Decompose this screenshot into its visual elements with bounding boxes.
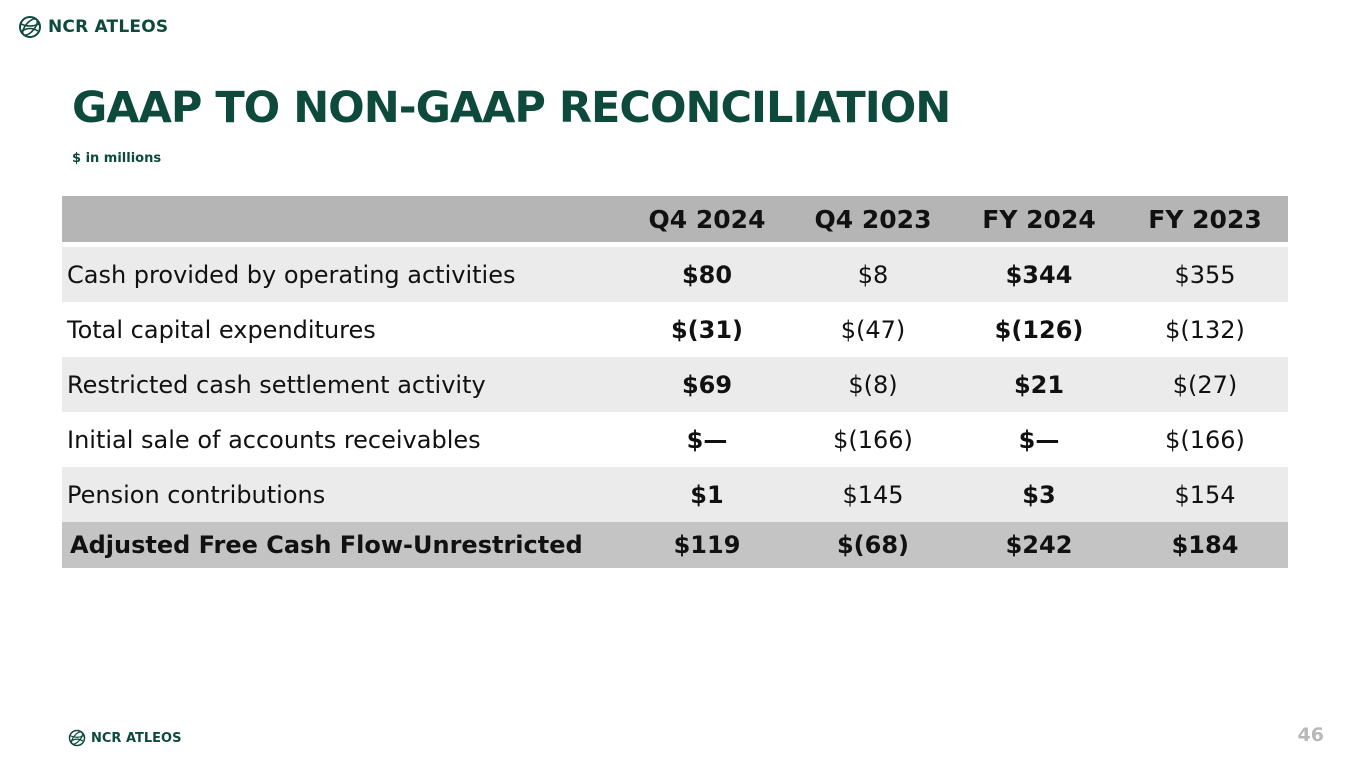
cell-fy-2023: $(166) — [1122, 412, 1288, 467]
cell-fy-2024: $(126) — [956, 302, 1122, 357]
table-total-row: Adjusted Free Cash Flow-Unrestricted $11… — [62, 522, 1288, 568]
footer-logo-text: NCR ATLEOS — [91, 730, 182, 746]
cell-fy-2024: $— — [956, 412, 1122, 467]
row-label: Cash provided by operating activities — [62, 247, 624, 302]
row-label: Restricted cash settlement activity — [62, 357, 624, 412]
header-logo: NCR ATLEOS — [18, 14, 168, 40]
table-row: Initial sale of accounts receivables $— … — [62, 412, 1288, 467]
page-title: GAAP TO NON-GAAP RECONCILIATION — [72, 83, 951, 133]
reconciliation-table: Q4 2024 Q4 2023 FY 2024 FY 2023 Cash pro… — [62, 196, 1288, 568]
column-header-fy-2023: FY 2023 — [1122, 196, 1288, 242]
page-number: 46 — [1297, 724, 1324, 746]
row-label: Initial sale of accounts receivables — [62, 412, 624, 467]
cell-q4-2023: $(166) — [790, 412, 956, 467]
globe-icon — [68, 729, 86, 747]
column-header-q4-2023: Q4 2023 — [790, 196, 956, 242]
row-label: Total capital expenditures — [62, 302, 624, 357]
total-fy-2023: $184 — [1122, 522, 1288, 568]
column-header-fy-2024: FY 2024 — [956, 196, 1122, 242]
table-row: Cash provided by operating activities $8… — [62, 247, 1288, 302]
total-q4-2024: $119 — [624, 522, 790, 568]
column-header-label — [62, 196, 624, 242]
table-row: Restricted cash settlement activity $69 … — [62, 357, 1288, 412]
row-label: Pension contributions — [62, 467, 624, 522]
cell-fy-2023: $(27) — [1122, 357, 1288, 412]
cell-fy-2024: $21 — [956, 357, 1122, 412]
total-row-label: Adjusted Free Cash Flow-Unrestricted — [62, 522, 624, 568]
cell-fy-2024: $344 — [956, 247, 1122, 302]
cell-q4-2024: $— — [624, 412, 790, 467]
cell-fy-2023: $355 — [1122, 247, 1288, 302]
cell-fy-2023: $154 — [1122, 467, 1288, 522]
table-row: Total capital expenditures $(31) $(47) $… — [62, 302, 1288, 357]
cell-q4-2024: $(31) — [624, 302, 790, 357]
column-header-q4-2024: Q4 2024 — [624, 196, 790, 242]
logo-text: NCR ATLEOS — [48, 17, 169, 37]
cell-q4-2023: $8 — [790, 247, 956, 302]
cell-q4-2023: $(47) — [790, 302, 956, 357]
cell-fy-2023: $(132) — [1122, 302, 1288, 357]
page-subtitle: $ in millions — [72, 151, 162, 166]
total-q4-2023: $(68) — [790, 522, 956, 568]
globe-icon — [19, 16, 41, 38]
cell-q4-2024: $1 — [624, 467, 790, 522]
cell-q4-2024: $80 — [624, 247, 790, 302]
cell-q4-2024: $69 — [624, 357, 790, 412]
total-fy-2024: $242 — [956, 522, 1122, 568]
cell-q4-2023: $145 — [790, 467, 956, 522]
footer-logo: NCR ATLEOS — [68, 728, 181, 748]
cell-q4-2023: $(8) — [790, 357, 956, 412]
table-row: Pension contributions $1 $145 $3 $154 — [62, 467, 1288, 522]
table-header-row: Q4 2024 Q4 2023 FY 2024 FY 2023 — [62, 196, 1288, 242]
cell-fy-2024: $3 — [956, 467, 1122, 522]
